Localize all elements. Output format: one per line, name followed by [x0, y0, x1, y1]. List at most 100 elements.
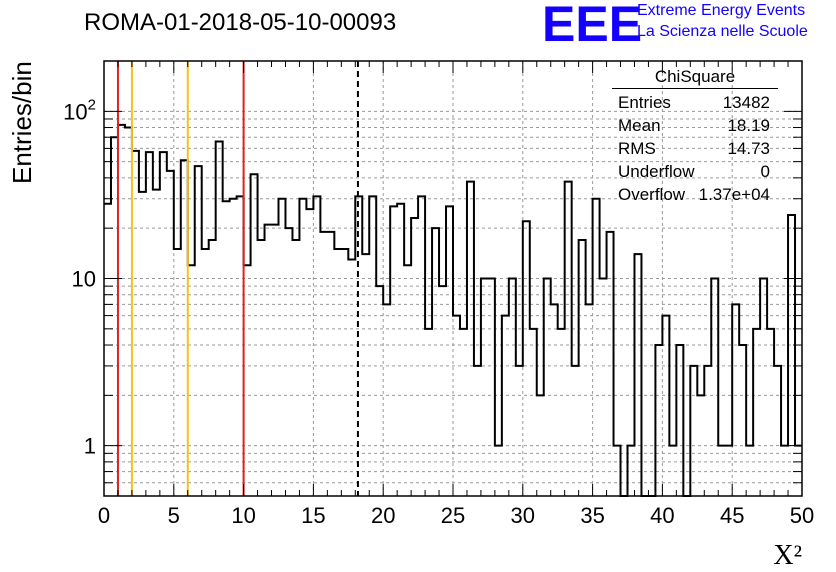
x-tick-label: 0	[98, 503, 110, 528]
stats-row-overflow: Overflow 1.37e+04	[612, 183, 778, 206]
histogram-bin	[593, 199, 600, 496]
x-tick-label: 35	[580, 503, 604, 528]
histogram-bin	[725, 446, 732, 496]
histogram-bin	[711, 279, 718, 497]
chart-title: ROMA-01-2018-05-10-00093	[84, 9, 397, 36]
histogram-bin	[362, 254, 369, 496]
histogram-bin	[676, 345, 683, 496]
logo-text-line2: La Scienza nelle Scuole	[637, 23, 808, 40]
histogram-bin	[348, 259, 355, 496]
y-axis-label: Entries/bin	[7, 61, 37, 184]
histogram-bin	[669, 446, 676, 496]
histogram-bin	[111, 137, 118, 496]
histogram-bin	[718, 446, 725, 496]
histogram-bin	[530, 329, 537, 496]
histogram-bin	[125, 128, 132, 496]
histogram-bin	[334, 249, 341, 496]
histogram-bin	[411, 218, 418, 496]
histogram-bin	[104, 204, 111, 496]
histogram-bin	[230, 199, 237, 496]
histogram-bin	[460, 329, 467, 496]
x-tick-label: 50	[790, 503, 814, 528]
histogram-bin	[481, 279, 488, 497]
histogram-bin	[467, 182, 474, 496]
x-tick-label: 20	[371, 503, 395, 528]
histogram-bin	[788, 215, 795, 496]
histogram-bin	[418, 196, 425, 496]
histogram-bin	[285, 228, 292, 496]
histogram-bin	[516, 366, 523, 496]
histogram-bin	[704, 366, 711, 496]
stats-label: RMS	[618, 139, 656, 158]
histogram-bin	[292, 240, 299, 496]
stats-value: 14.73	[727, 139, 770, 158]
stats-row-underflow: Underflow 0	[612, 160, 778, 183]
y-tick-label: 1	[84, 434, 96, 459]
x-tick-label: 45	[720, 503, 744, 528]
histogram-bin	[341, 249, 348, 496]
histogram-bin	[634, 254, 641, 496]
stats-row-rms: RMS 14.73	[612, 137, 778, 160]
histogram-bin	[390, 206, 397, 496]
histogram-bin	[586, 304, 593, 496]
histogram-bin	[662, 316, 669, 496]
x-axis-label: X²	[773, 540, 802, 571]
histogram-bin	[739, 345, 746, 496]
histogram-bin	[565, 182, 572, 496]
stats-value: 13482	[722, 93, 770, 112]
histogram-bin	[655, 345, 662, 496]
histogram-bin	[258, 240, 265, 496]
histogram-bin	[600, 279, 607, 497]
stats-label: Entries	[618, 93, 671, 112]
histogram-bin	[313, 196, 320, 496]
x-tick-label: 40	[650, 503, 674, 528]
histogram-bin	[153, 190, 160, 496]
histogram-bin	[523, 221, 530, 496]
histogram-bin	[607, 232, 614, 496]
histogram-bin	[753, 329, 760, 496]
histogram-bin	[579, 240, 586, 496]
stats-value: 1.37e+04	[698, 185, 770, 204]
histogram-bin	[495, 446, 502, 496]
stats-value: 0	[760, 162, 770, 181]
histogram-bin	[195, 166, 202, 496]
histogram-bin	[732, 304, 739, 496]
histogram-bin	[781, 446, 788, 496]
histogram-bin	[188, 265, 195, 496]
histogram-bin	[174, 249, 181, 496]
x-tick-label: 25	[441, 503, 465, 528]
histogram-bin	[279, 199, 286, 496]
histogram-bin	[376, 286, 383, 496]
histogram-bin	[474, 366, 481, 496]
histogram-bin	[251, 174, 258, 496]
x-tick-label: 15	[301, 503, 325, 528]
histogram-series	[104, 123, 802, 497]
eee-logo: EEE	[542, 0, 643, 52]
histogram-bin	[767, 329, 774, 496]
histogram-bin	[628, 446, 635, 496]
histogram-bin	[760, 279, 767, 497]
histogram-bin	[306, 209, 313, 496]
x-tick-label: 10	[231, 503, 255, 528]
histogram-bin	[139, 192, 146, 496]
stats-label: Mean	[618, 116, 661, 135]
logo-text-line1: Extreme Energy Events	[637, 2, 806, 19]
histogram-bin	[397, 204, 404, 496]
y-tick-label: 10	[72, 267, 96, 292]
histogram-bin	[746, 446, 753, 496]
histogram-bin	[551, 304, 558, 496]
histogram-bin	[237, 196, 244, 496]
histogram-bin	[272, 225, 279, 496]
histogram-bin	[509, 279, 516, 497]
stats-value: 18.19	[727, 116, 770, 135]
histogram-bin	[160, 152, 167, 496]
histogram-bin	[697, 395, 704, 496]
histogram-bin	[118, 125, 125, 496]
histogram-bin	[223, 201, 230, 496]
histogram-bin	[453, 316, 460, 496]
stats-row-entries: Entries 13482	[612, 91, 778, 114]
histogram-bin	[146, 152, 153, 496]
histogram-bin	[446, 206, 453, 496]
histogram-bin	[432, 228, 439, 496]
